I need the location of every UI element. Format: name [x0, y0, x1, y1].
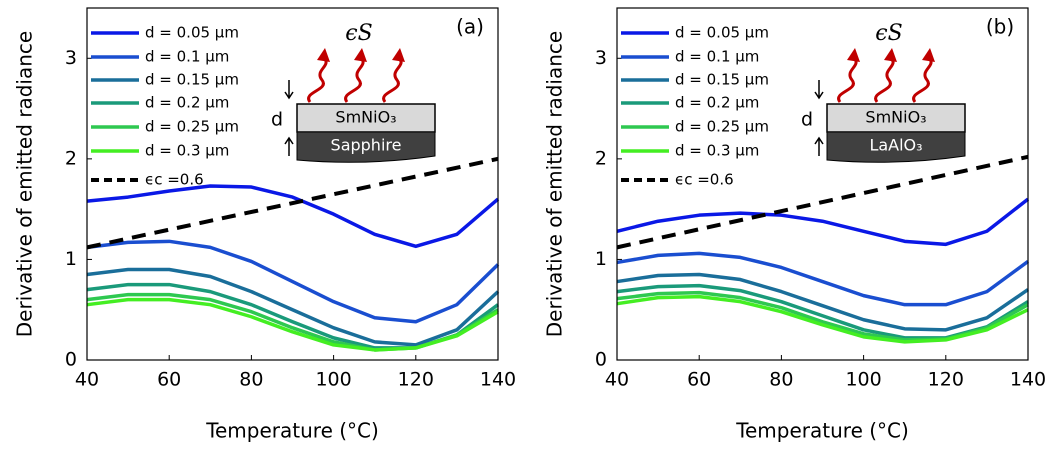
series-line	[616, 294, 1029, 344]
x-tick-label: 120	[928, 369, 964, 391]
emission-arrowhead	[847, 48, 860, 62]
series-line	[86, 267, 500, 347]
series-line	[86, 239, 500, 324]
substrate-label: LaAlO₃	[869, 136, 922, 155]
x-tick-label: 140	[480, 369, 516, 391]
x-tick-label: 60	[687, 369, 711, 391]
legend-label: ϵc =0.6	[675, 171, 734, 189]
emission-label: ϵS	[345, 21, 372, 46]
series-line	[616, 251, 1030, 307]
emission-arrowhead	[317, 48, 330, 62]
legend-label: d = 0.25 μm	[145, 118, 239, 136]
legend-label: ϵc =0.6	[145, 171, 204, 189]
emission-arrow	[912, 56, 933, 103]
emission-arrow	[382, 56, 403, 103]
series-line	[86, 297, 499, 352]
legend-label: d = 0.2 μm	[145, 94, 229, 112]
legend-label: d = 0.15 μm	[675, 71, 769, 89]
x-tick-label: 60	[157, 369, 181, 391]
x-axis-label: Temperature (°C)	[735, 419, 909, 443]
film-label: SmNiO₃	[335, 108, 396, 127]
x-tick-label: 40	[75, 369, 99, 391]
emission-arrow	[307, 56, 328, 103]
y-tick-label: 1	[65, 248, 77, 270]
x-tick-label: 120	[398, 369, 434, 391]
series-line	[86, 184, 500, 249]
x-tick-label: 80	[769, 369, 793, 391]
film-layer	[296, 103, 436, 133]
film-label: SmNiO₃	[865, 108, 926, 127]
y-tick-label: 0	[595, 349, 607, 371]
legend-label: d = 0.15 μm	[145, 71, 239, 89]
emission-arrow	[874, 56, 895, 103]
emission-arrowhead	[354, 48, 367, 62]
series-line	[616, 154, 1029, 250]
y-tick-label: 2	[595, 147, 607, 169]
y-tick-label: 3	[595, 47, 607, 69]
emission-arrowhead	[392, 48, 405, 62]
series-line	[86, 156, 499, 250]
x-tick-label: 40	[605, 369, 629, 391]
film-layer	[826, 103, 966, 133]
y-tick-label: 2	[65, 147, 77, 169]
x-tick-label: 100	[845, 369, 881, 391]
thickness-label: d	[271, 109, 283, 131]
x-tick-label: 80	[239, 369, 263, 391]
legend-label: d = 0.1 μm	[145, 48, 229, 66]
thickness-arrows	[814, 80, 824, 156]
legend-label: d = 0.1 μm	[675, 48, 759, 66]
y-tick-label: 0	[65, 349, 77, 371]
x-tick-label: 140	[1010, 369, 1046, 391]
y-tick-label: 3	[65, 47, 77, 69]
panel-label: (a)	[456, 15, 484, 39]
axes-frame	[86, 7, 499, 361]
x-tick-label: 100	[315, 369, 351, 391]
panel-label: (b)	[986, 15, 1014, 39]
y-tick-label: 1	[595, 248, 607, 270]
axes-frame	[616, 7, 1029, 361]
legend-label: d = 0.3 μm	[675, 142, 759, 160]
x-axis-label: Temperature (°C)	[205, 419, 379, 443]
emission-label: ϵS	[875, 21, 902, 46]
legend-label: d = 0.05 μm	[675, 24, 769, 42]
series-line	[616, 197, 1030, 247]
substrate-label: Sapphire	[331, 136, 402, 155]
y-axis-label: Derivative of emitted radiance	[13, 31, 37, 337]
substrate-layer	[826, 131, 966, 163]
emission-arrow	[344, 56, 365, 103]
emission-arrowhead	[884, 48, 897, 62]
thickness-label: d	[801, 109, 813, 131]
legend-label: d = 0.25 μm	[675, 118, 769, 136]
y-axis-label: Derivative of emitted radiance	[543, 31, 567, 337]
emission-arrow	[837, 56, 858, 103]
legend-label: d = 0.2 μm	[675, 94, 759, 112]
thickness-arrows	[284, 80, 294, 156]
legend-label: d = 0.3 μm	[145, 142, 229, 160]
substrate-layer	[296, 131, 436, 163]
legend-label: d = 0.05 μm	[145, 24, 239, 42]
series-line	[616, 272, 1029, 332]
emission-arrowhead	[922, 48, 935, 62]
